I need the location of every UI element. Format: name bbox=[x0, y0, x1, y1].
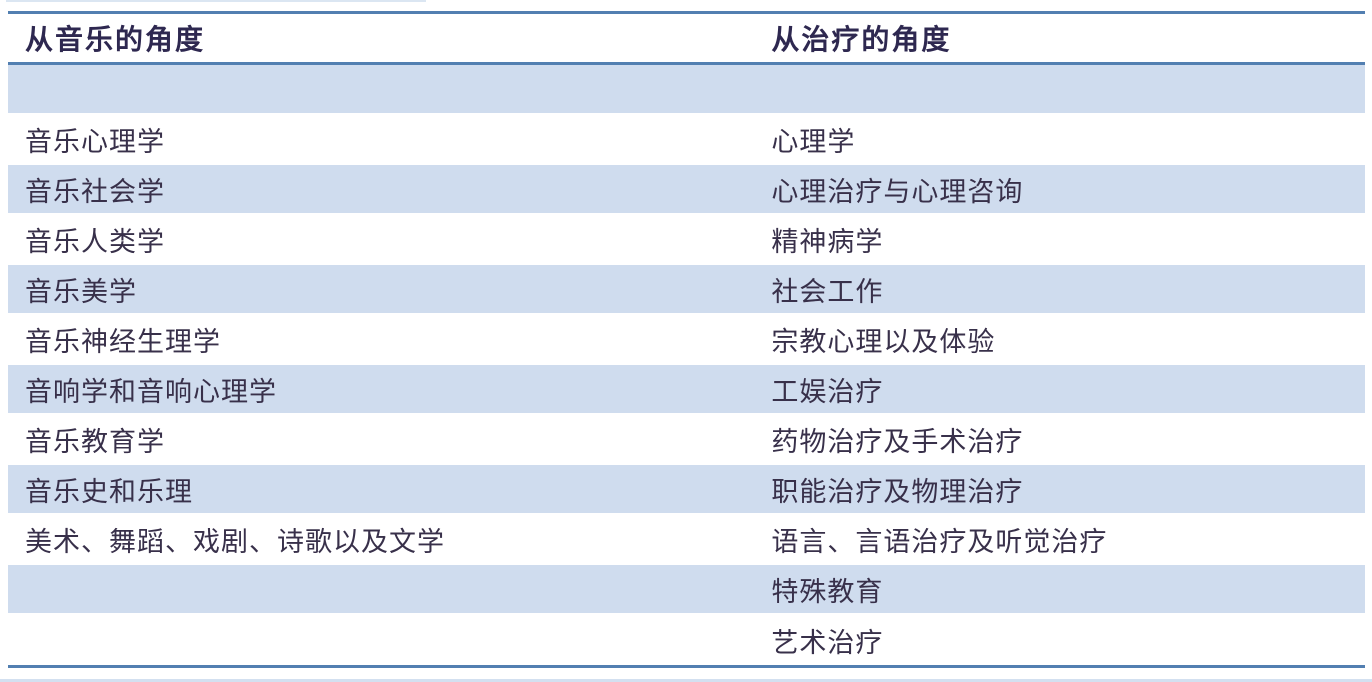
table-cell-therapy: 社会工作 bbox=[771, 276, 884, 307]
card-top-edge bbox=[6, 0, 426, 2]
table-cell-music: 音乐美学 bbox=[25, 276, 137, 307]
table-cell-therapy: 药物治疗及手术治疗 bbox=[771, 426, 1024, 457]
table-cell-therapy: 心理治疗与心理咨询 bbox=[771, 176, 1024, 207]
table-row: 音乐史和乐理 职能治疗及物理治疗 bbox=[8, 465, 1365, 515]
table-row: 艺术治疗 bbox=[8, 615, 1365, 665]
table-row: 音乐人类学 精神病学 bbox=[8, 215, 1365, 265]
comparison-table: 从音乐的角度 从治疗的角度 音乐心理学 心理学 音乐社会学 心理治疗与心理咨询 … bbox=[8, 11, 1365, 668]
table-row: 音乐教育学 药物治疗及手术治疗 bbox=[8, 415, 1365, 465]
table-row: 音乐心理学 心理学 bbox=[8, 115, 1365, 165]
table-row bbox=[8, 65, 1365, 115]
table-cell-therapy: 艺术治疗 bbox=[771, 627, 884, 658]
table-cell-music: 音乐人类学 bbox=[25, 226, 165, 257]
table-cell-therapy: 语言、言语治疗及听觉治疗 bbox=[771, 526, 1108, 557]
table-row: 音乐神经生理学 宗教心理以及体验 bbox=[8, 315, 1365, 365]
table-row: 特殊教育 bbox=[8, 565, 1365, 615]
table-cell-therapy: 工娱治疗 bbox=[771, 376, 884, 407]
table-row: 音乐美学 社会工作 bbox=[8, 265, 1365, 315]
table-cell-therapy: 职能治疗及物理治疗 bbox=[771, 476, 1024, 507]
table-cell-therapy: 心理学 bbox=[771, 126, 856, 157]
table-row: 美术、舞蹈、戏剧、诗歌以及文学 语言、言语治疗及听觉治疗 bbox=[8, 515, 1365, 565]
table-cell-music: 音乐史和乐理 bbox=[25, 476, 193, 507]
table-cell-therapy: 特殊教育 bbox=[771, 576, 884, 607]
table-cell-therapy: 精神病学 bbox=[771, 226, 884, 257]
table-cell-therapy: 宗教心理以及体验 bbox=[771, 326, 996, 357]
column-header-music-perspective: 从音乐的角度 bbox=[25, 24, 206, 55]
table-header-row: 从音乐的角度 从治疗的角度 bbox=[8, 14, 1365, 65]
table-cell-music: 音乐神经生理学 bbox=[25, 326, 221, 357]
table-cell-music: 音响学和音响心理学 bbox=[25, 376, 277, 407]
table-cell-music: 音乐社会学 bbox=[25, 176, 165, 207]
table-row: 音响学和音响心理学 工娱治疗 bbox=[8, 365, 1365, 415]
table-cell-music: 音乐心理学 bbox=[25, 126, 165, 157]
table-cell-music: 音乐教育学 bbox=[25, 426, 165, 457]
table-row: 音乐社会学 心理治疗与心理咨询 bbox=[8, 165, 1365, 215]
card-bottom-edge bbox=[0, 679, 1372, 682]
column-header-therapy-perspective: 从治疗的角度 bbox=[771, 24, 952, 55]
table-cell-music: 美术、舞蹈、戏剧、诗歌以及文学 bbox=[25, 526, 445, 557]
table-body: 音乐心理学 心理学 音乐社会学 心理治疗与心理咨询 音乐人类学 精神病学 音乐美… bbox=[8, 65, 1365, 665]
